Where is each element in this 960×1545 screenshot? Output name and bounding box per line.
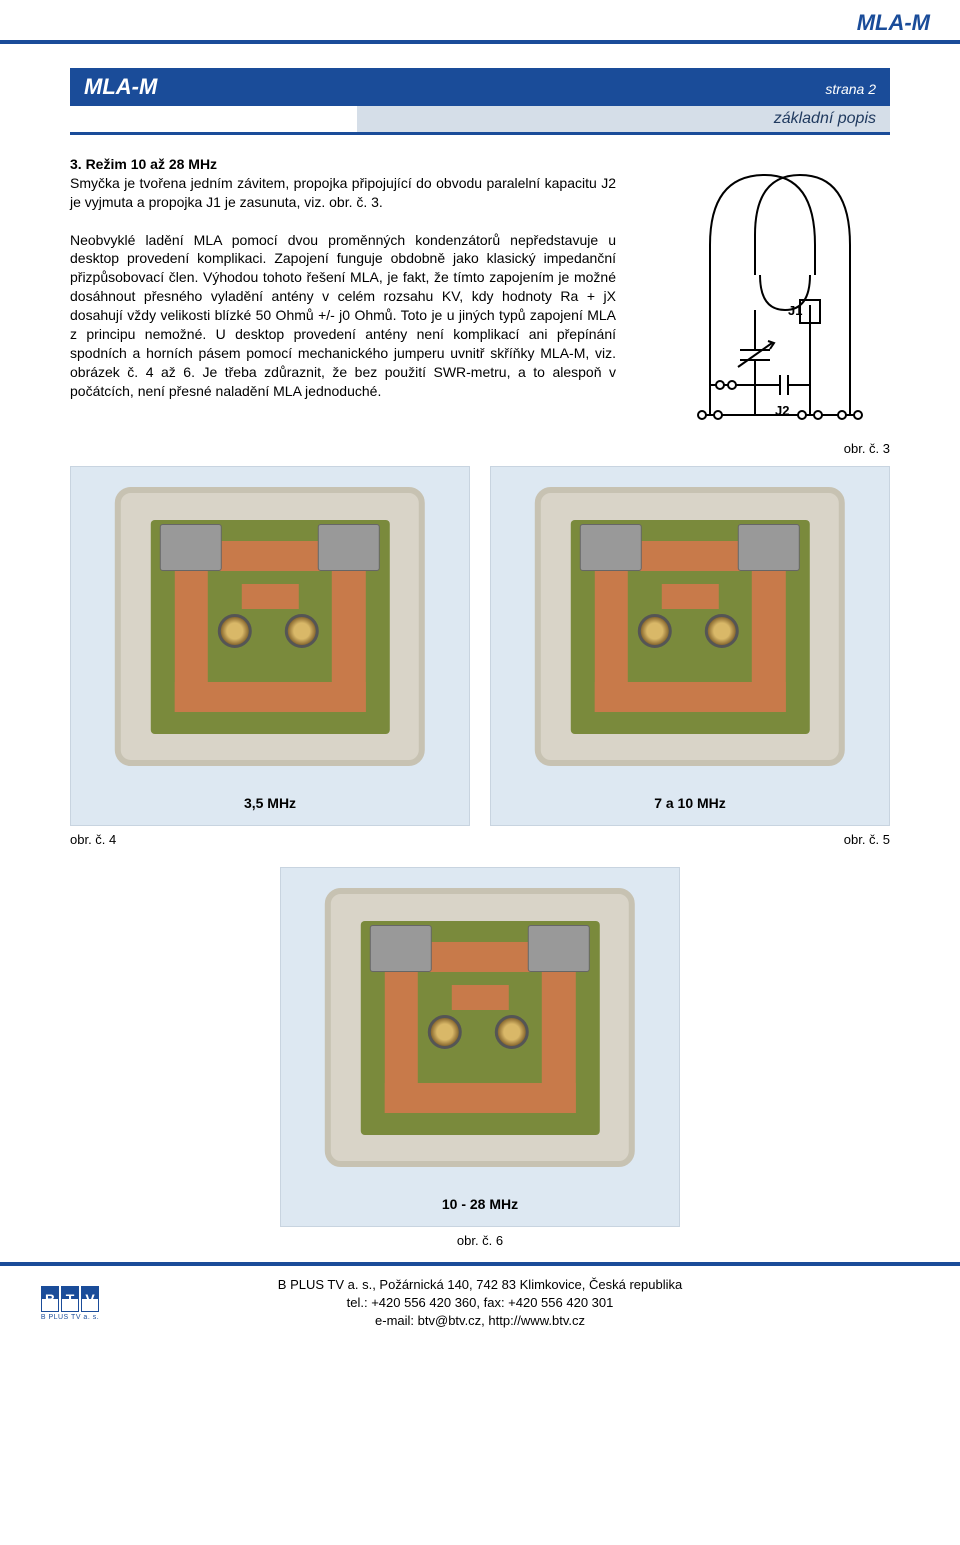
schematic-column: J1 J2 obr. č. 3 bbox=[640, 155, 890, 456]
subtitle-bar: základní popis bbox=[357, 106, 890, 135]
top-header: MLA-M bbox=[0, 0, 960, 44]
footer-line-2: tel.: +420 556 420 360, fax: +420 556 42… bbox=[128, 1294, 832, 1312]
photo-row-top: 3,5 MHz 7 a 10 MHz bbox=[0, 466, 960, 826]
logo-subtext: B PLUS TV a. s. bbox=[41, 1314, 99, 1321]
footer-line-1: B PLUS TV a. s., Požárnická 140, 742 83 … bbox=[128, 1276, 832, 1294]
body-text: 3. Režim 10 až 28 MHz Smyčka je tvořena … bbox=[70, 155, 616, 456]
title-bar: MLA-M strana 2 základní popis bbox=[70, 68, 890, 135]
footer-text: B PLUS TV a. s., Požárnická 140, 742 83 … bbox=[128, 1276, 832, 1331]
footer: B T V B PLUS TV a. s. B PLUS TV a. s., P… bbox=[0, 1262, 960, 1349]
caption-left: obr. č. 4 bbox=[70, 832, 116, 847]
paragraph-2: Neobvyklé ladění MLA pomocí dvou proměnn… bbox=[70, 231, 616, 401]
section-heading: 3. Režim 10 až 28 MHz bbox=[70, 156, 217, 172]
paragraph-1: Smyčka je tvořena jedním závitem, propoj… bbox=[70, 174, 616, 212]
subtitle: základní popis bbox=[774, 110, 876, 127]
photo-label-bottom: 10 - 28 MHz bbox=[442, 1196, 518, 1212]
photo-label-right: 7 a 10 MHz bbox=[654, 795, 726, 811]
caption-row-top: obr. č. 4 obr. č. 5 bbox=[0, 826, 960, 867]
schematic-caption: obr. č. 3 bbox=[640, 441, 890, 456]
photo-3-5mhz: 3,5 MHz bbox=[70, 466, 470, 826]
product-name: MLA-M bbox=[857, 10, 930, 35]
footer-logo: B T V B PLUS TV a. s. bbox=[30, 1286, 110, 1321]
title-underline bbox=[70, 132, 890, 135]
photo-7-10mhz: 7 a 10 MHz bbox=[490, 466, 890, 826]
photo-label-left: 3,5 MHz bbox=[244, 795, 296, 811]
photo-10-28mhz: 10 - 28 MHz bbox=[280, 867, 680, 1227]
page-number: strana 2 bbox=[825, 81, 876, 97]
label-j1: J1 bbox=[788, 303, 802, 318]
label-j2: J2 bbox=[775, 403, 789, 418]
caption-bottom: obr. č. 6 bbox=[0, 1227, 960, 1262]
schematic-diagram: J1 J2 bbox=[640, 155, 890, 435]
photo-row-bottom: 10 - 28 MHz bbox=[0, 867, 960, 1227]
footer-line-3: e-mail: btv@btv.cz, http://www.btv.cz bbox=[128, 1312, 832, 1330]
doc-title: MLA-M bbox=[84, 74, 157, 100]
caption-right: obr. č. 5 bbox=[844, 832, 890, 847]
